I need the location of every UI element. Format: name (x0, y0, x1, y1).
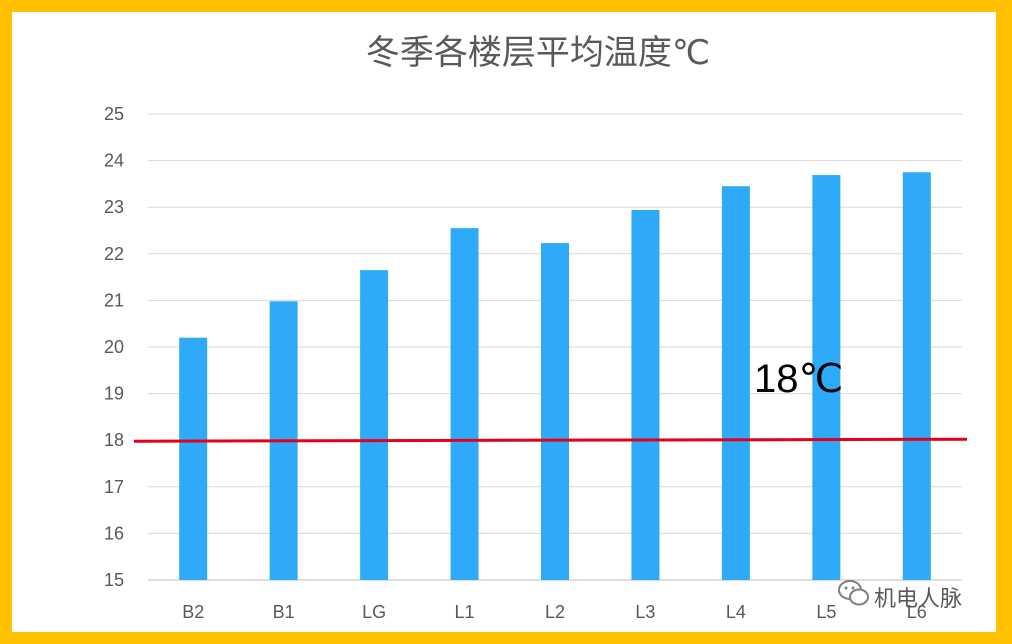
x-axis: B2 B1 LG L1 L2 L3 L4 L5 L6 (182, 602, 927, 622)
bar (179, 337, 208, 580)
y-tick-label: 16 (104, 523, 124, 543)
y-tick-label: 21 (104, 290, 124, 310)
y-tick-label: 22 (104, 244, 124, 264)
bar-series (179, 172, 931, 581)
bar (450, 228, 479, 581)
x-tick-label: L4 (726, 602, 746, 622)
reference-line (133, 437, 968, 443)
wechat-icon (838, 580, 869, 606)
bar (541, 243, 569, 580)
bar (902, 172, 931, 580)
x-tick-label: B1 (273, 602, 295, 622)
bar (812, 175, 841, 580)
y-tick-label: 18 (104, 430, 124, 450)
bar (631, 209, 660, 580)
x-tick-label: L6 (907, 602, 927, 622)
y-axis: 15 16 17 18 19 20 21 22 23 24 25 (104, 104, 124, 590)
x-tick-label: L2 (545, 602, 565, 622)
y-tick-label: 24 (104, 151, 124, 171)
y-tick-label: 15 (104, 570, 124, 590)
bar (360, 270, 389, 580)
y-tick-label: 23 (104, 197, 124, 217)
x-tick-label: L5 (816, 602, 836, 622)
x-tick-label: B2 (182, 602, 204, 622)
chart-frame: 冬季各楼层平均温度℃ 15 16 17 18 19 20 21 22 23 24 25 B2 B1 LG… (12, 12, 996, 632)
x-tick-label: L3 (635, 602, 655, 622)
watermark: 机电人脉 (838, 580, 962, 612)
y-tick-label: 19 (104, 384, 124, 404)
reference-line-label: 18℃ (754, 357, 843, 401)
bar (721, 186, 750, 581)
x-tick-label: L1 (455, 602, 475, 622)
y-tick-label: 20 (104, 337, 124, 357)
bar-chart: 冬季各楼层平均温度℃ 15 16 17 18 19 20 21 22 23 24 25 B2 B1 LG… (104, 33, 968, 622)
y-tick-label: 17 (104, 477, 124, 497)
y-tick-label: 25 (104, 104, 124, 124)
x-tick-label: LG (362, 602, 386, 622)
watermark-text: 机电人脉 (874, 587, 962, 612)
chart-title: 冬季各楼层平均温度℃ (366, 33, 710, 73)
